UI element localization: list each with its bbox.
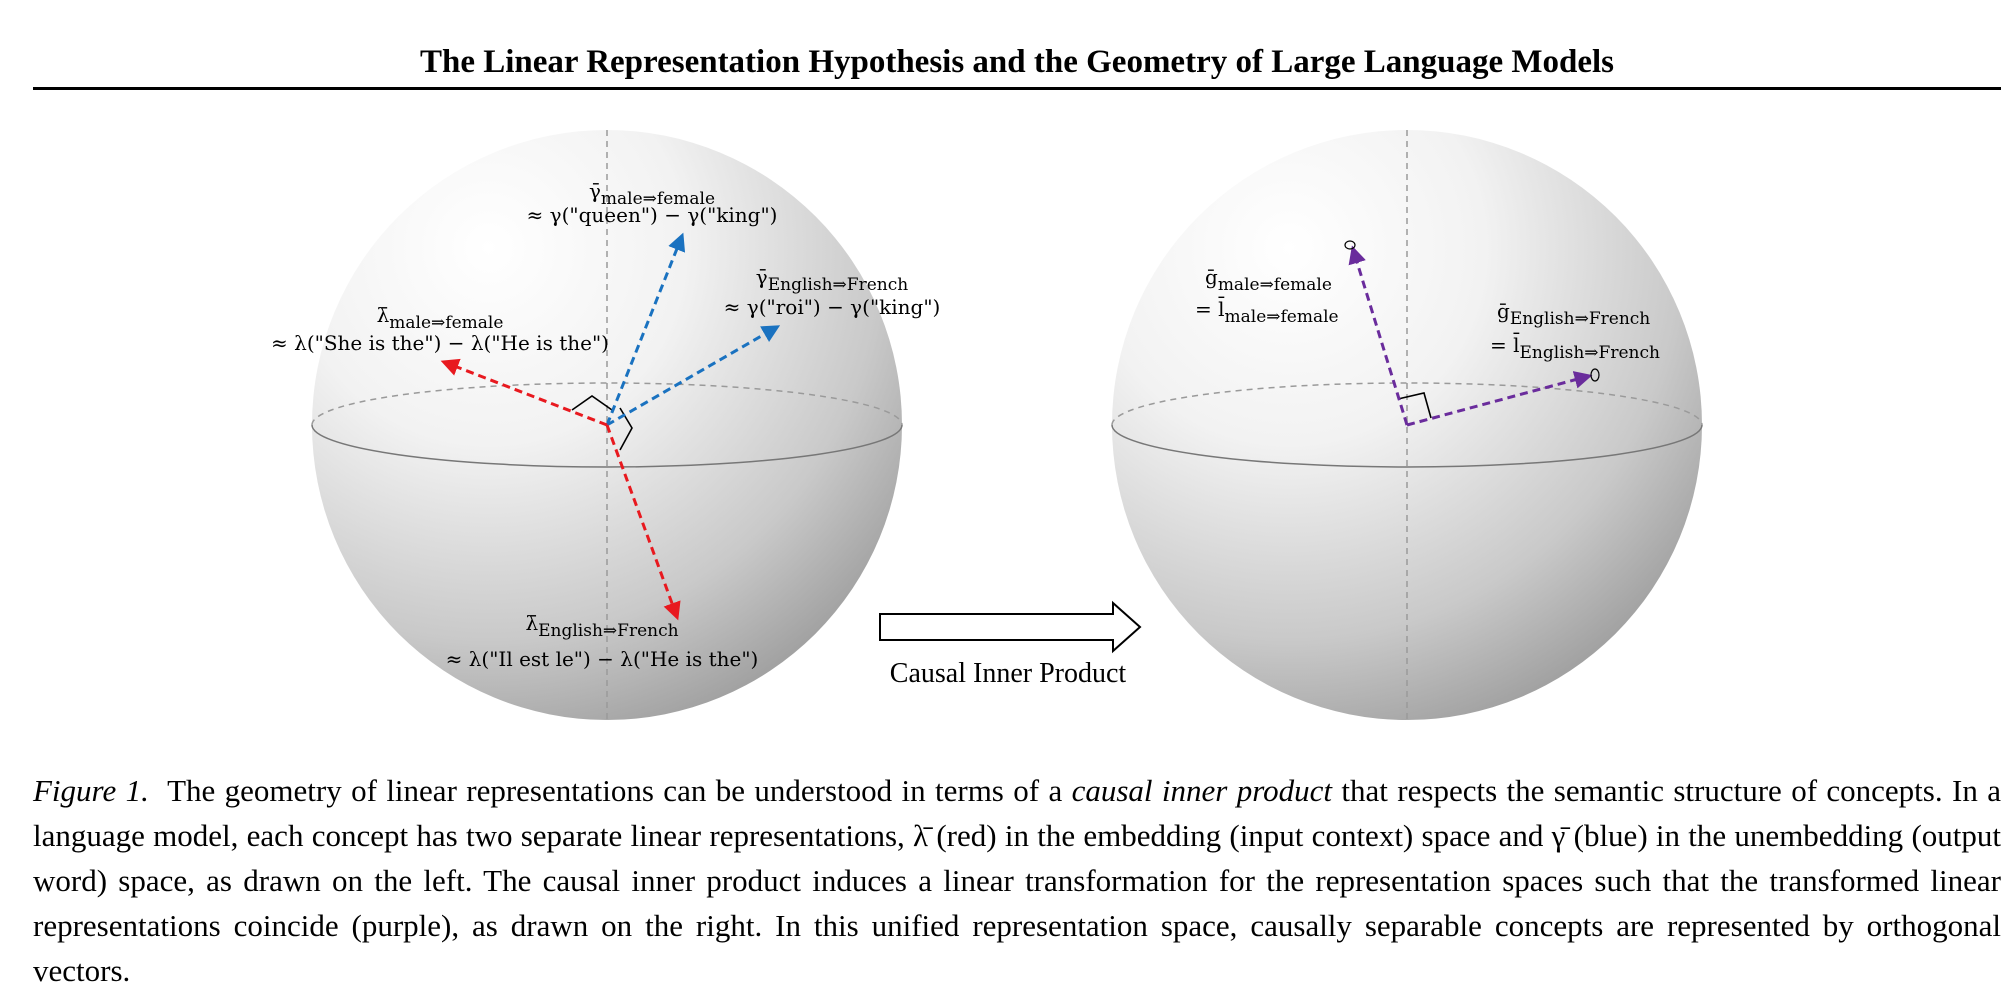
gamma-language-approx: ≈ γ("roi") − γ("king") [724,295,941,319]
gamma-language-vector [606,325,781,427]
gamma-gender-label: γ̄male⇒female [589,179,715,209]
lambda-language-label: λ̄English⇒French [525,611,678,641]
lambda-gender-approx: ≈ λ("She is the") − λ("He is the") [271,331,609,355]
lambda-language-approx: ≈ λ("Il est le") − λ("He is the") [446,647,759,671]
lambda-gender-vector [440,358,608,427]
header-rule [33,87,2001,90]
left-equator-back [311,382,903,426]
right-right-angle-mark [1397,392,1432,419]
left-right-angle-mark-1 [571,395,613,411]
right-sphere: ḡmale⇒female = l̄male⇒female ḡEnglish⇒Fr… [1111,130,1703,720]
lambda-language-vector [605,424,681,621]
figure-caption-text-2: that respects the semantic structure of … [33,773,2001,988]
right-equator-back [1111,382,1703,426]
figure-svg: γ̄male⇒female ≈ γ("queen") − γ("king") γ… [271,130,1703,720]
left-sphere: γ̄male⇒female ≈ γ("queen") − γ("king") γ… [271,130,940,720]
transform-arrow-label: Causal Inner Product [890,658,1127,689]
purple-gender-vector [1348,245,1409,426]
causal-inner-product-arrow: Causal Inner Product [879,600,1142,689]
figure-caption: Figure 1. The geometry of linear represe… [33,768,2001,993]
gamma-gender-approx: ≈ γ("queen") − γ("king") [527,203,778,227]
g-language-label: ḡEnglish⇒French [1497,299,1650,329]
l-language-label: = l̄English⇒French [1490,332,1660,363]
left-equator-front [311,424,903,468]
figure-caption-label: Figure 1. [33,773,149,808]
gamma-gender-vector [605,232,686,426]
figure-1: γ̄male⇒female ≈ γ("queen") − γ("king") γ… [0,100,2016,740]
purple-gender-tip [1344,240,1356,250]
figure-caption-emphasis: causal inner product [1071,773,1333,808]
figure-caption-text-1: The geometry of linear representations c… [167,773,1072,808]
gamma-language-label: γ̄English⇒French [756,265,908,295]
l-gender-label: = l̄male⇒female [1195,296,1339,327]
g-gender-label: ḡmale⇒female [1205,265,1332,295]
purple-language-tip [1590,368,1600,382]
transform-arrow-shape [879,600,1142,654]
page-header-title: The Linear Representation Hypothesis and… [419,44,1615,80]
purple-language-vector [1406,371,1593,427]
lambda-gender-label: λ̄male⇒female [377,303,504,333]
right-equator-front [1111,424,1703,468]
